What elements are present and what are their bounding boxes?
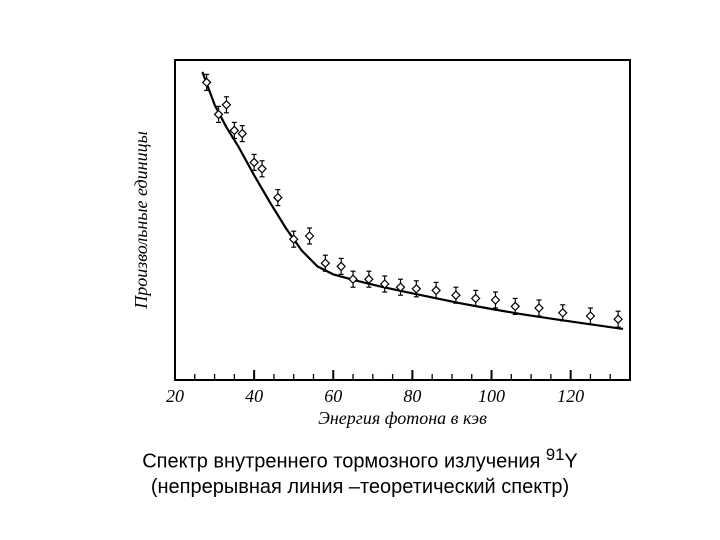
caption-superscript: 91 <box>546 445 565 464</box>
xtick-label: 120 <box>557 386 584 406</box>
xtick-label: 60 <box>324 386 342 406</box>
chart-svg: 20 40 60 80 100 120 Энергия фотона в кэв Произв… <box>0 0 720 440</box>
caption-text-line2: (непрерывная линия –теоретический спектр… <box>151 476 569 498</box>
caption-text-post: Y <box>564 451 577 473</box>
xtick-label: 100 <box>478 386 505 406</box>
xtick-label: 80 <box>403 386 421 406</box>
caption-text-pre: Спектр внутреннего тормозного излучения <box>142 451 546 473</box>
y-axis-label: Произвольные единицы <box>131 131 151 310</box>
plot-frame <box>175 60 630 380</box>
x-axis-label: Энергия фотона в кэв <box>318 408 487 428</box>
figure-container: 20 40 60 80 100 120 Энергия фотона в кэв Произв… <box>0 0 720 540</box>
xtick-label: 20 <box>166 386 184 406</box>
caption-line-2: (непрерывная линия –теоретический спектр… <box>0 472 720 502</box>
xtick-label: 40 <box>245 386 263 406</box>
